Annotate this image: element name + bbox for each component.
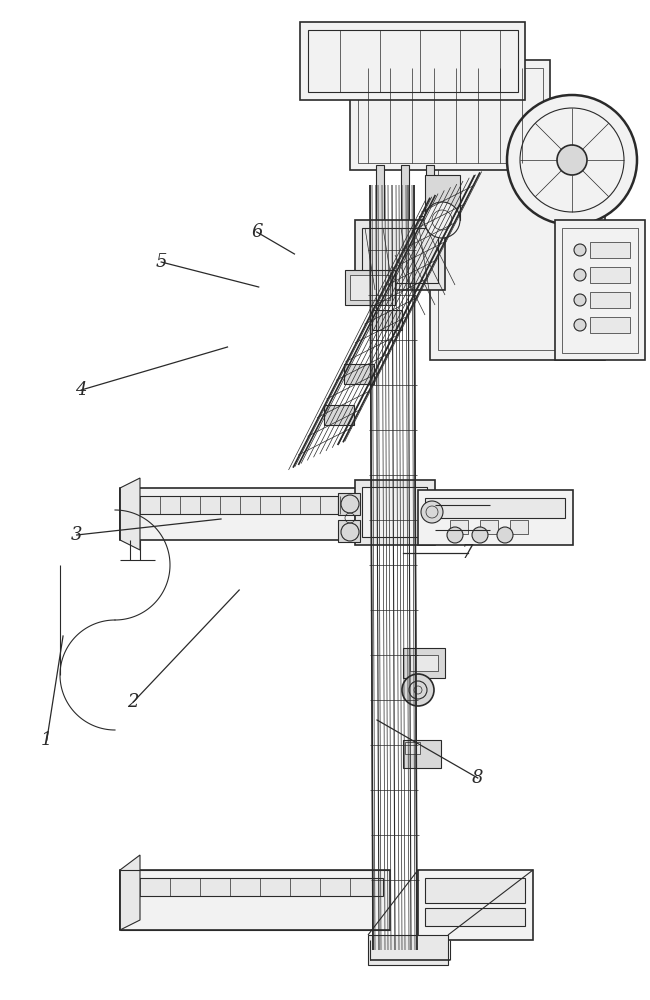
Circle shape	[574, 319, 586, 331]
Bar	[128, 878, 383, 896]
Circle shape	[574, 244, 586, 256]
Text: 5: 5	[155, 253, 167, 271]
Text: 4: 4	[75, 381, 87, 399]
Text: 6: 6	[251, 223, 263, 241]
Circle shape	[574, 294, 586, 306]
Circle shape	[421, 501, 443, 523]
Bar	[410, 655, 438, 671]
Text: 8: 8	[472, 769, 484, 787]
Bar	[425, 908, 525, 926]
Bar	[405, 742, 420, 754]
Bar	[300, 22, 525, 100]
Bar	[338, 520, 360, 542]
Bar	[438, 140, 598, 350]
Bar	[362, 487, 427, 537]
Bar	[555, 220, 645, 360]
Bar	[510, 520, 528, 534]
Circle shape	[414, 686, 422, 694]
Circle shape	[402, 674, 434, 706]
Bar	[403, 740, 441, 768]
Bar	[372, 310, 402, 330]
Bar	[350, 275, 390, 300]
Bar	[425, 498, 565, 518]
Bar	[425, 878, 525, 903]
Circle shape	[472, 527, 488, 543]
Text: 7: 7	[462, 544, 474, 562]
Bar	[418, 490, 573, 545]
Bar	[308, 30, 518, 92]
Circle shape	[424, 202, 460, 238]
Bar	[120, 870, 390, 930]
Bar	[480, 520, 498, 534]
Polygon shape	[120, 855, 140, 930]
Text: 3: 3	[71, 526, 83, 544]
Bar	[120, 488, 375, 540]
Bar	[344, 364, 374, 384]
Bar	[376, 165, 384, 230]
Bar	[345, 270, 395, 305]
Bar	[403, 648, 445, 678]
Bar	[562, 228, 638, 353]
Bar	[338, 493, 360, 515]
Bar	[399, 256, 429, 276]
Circle shape	[507, 95, 637, 225]
Polygon shape	[120, 478, 140, 550]
Bar	[590, 242, 630, 258]
Bar	[401, 165, 409, 230]
Bar	[368, 935, 448, 965]
Bar	[590, 267, 630, 283]
Circle shape	[447, 527, 463, 543]
Bar	[355, 220, 445, 290]
Bar	[324, 404, 354, 424]
Bar	[355, 480, 435, 545]
Bar	[362, 228, 438, 283]
Circle shape	[557, 145, 587, 175]
Bar	[450, 520, 468, 534]
Bar	[430, 130, 605, 360]
Bar	[425, 175, 460, 220]
Bar	[350, 60, 550, 170]
Bar	[590, 317, 630, 333]
Bar	[128, 496, 338, 514]
Text: 1: 1	[41, 731, 53, 749]
Circle shape	[497, 527, 513, 543]
Circle shape	[341, 495, 359, 513]
Circle shape	[341, 523, 359, 541]
Text: 2: 2	[127, 693, 139, 711]
Bar	[590, 292, 630, 308]
Bar	[418, 870, 533, 940]
Circle shape	[574, 269, 586, 281]
Bar	[358, 68, 543, 163]
Bar	[426, 165, 434, 230]
Bar	[419, 216, 449, 235]
